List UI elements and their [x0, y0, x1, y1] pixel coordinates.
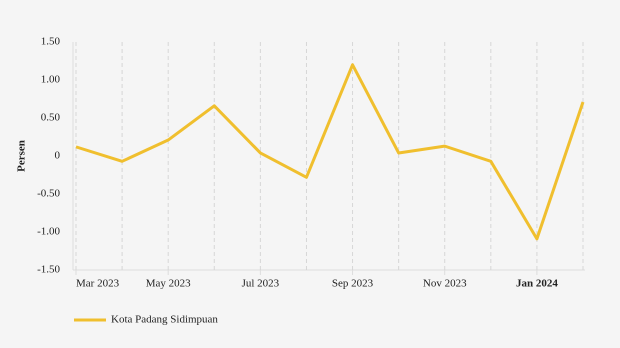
line-series [75, 63, 585, 241]
y-tick-label: 0.50 [41, 112, 61, 124]
y-tick-label: 1.50 [41, 36, 61, 48]
x-tick-label: Jan 2024 [516, 278, 558, 290]
y-tick-label: 0 [55, 150, 61, 162]
y-tick-label: -0.50 [37, 188, 60, 200]
x-tick-label: May 2023 [146, 278, 191, 290]
x-tick-label: Jul 2023 [242, 278, 280, 290]
legend-label: Kota Padang Sidimpuan [111, 314, 218, 326]
y-tick-label: 1.00 [41, 74, 61, 86]
y-axis-label: Persen [16, 140, 28, 172]
x-tick-label: Mar 2023 [76, 278, 120, 290]
x-tick-label: Nov 2023 [423, 278, 467, 290]
x-tick-label: Sep 2023 [332, 278, 374, 290]
y-tick-label: -1.50 [37, 264, 60, 276]
y-tick-label: -1.00 [37, 226, 60, 238]
